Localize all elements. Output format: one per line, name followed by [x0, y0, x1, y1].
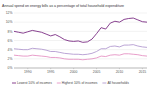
plot-area [14, 18, 147, 60]
x-tick-label: 2010 [116, 70, 124, 74]
x-tick-label: 2000 [70, 70, 78, 74]
legend-label: All households [107, 81, 129, 85]
y-tick-label: 10% [6, 20, 13, 24]
title: Annual spend on energy bills as a percen… [2, 4, 124, 8]
y-tick-label: 6% [8, 39, 13, 43]
y-tick-label: 2% [8, 57, 13, 61]
legend-label: Highest 10% of incomes [62, 81, 98, 85]
y-tick-label: 8% [8, 30, 13, 34]
y-tick-label: 0% [8, 66, 13, 70]
series-line [14, 45, 147, 55]
x-tick-label: 1990 [24, 70, 32, 74]
chart: Annual spend on energy bills as a percen… [0, 0, 150, 93]
y-tick-label: 4% [8, 48, 13, 52]
grid-line [14, 40, 147, 41]
legend-swatch [102, 83, 106, 84]
legend-swatch [12, 83, 16, 84]
series-line [14, 18, 147, 42]
grid-line [14, 49, 147, 50]
legend-label: Lowest 10% of incomes [17, 81, 52, 85]
x-tick-label: 1995 [47, 70, 55, 74]
grid-line [14, 22, 147, 23]
x-tick-label: 2015 [139, 70, 147, 74]
x-tick-label: 2005 [93, 70, 101, 74]
y-tick-label: 12% [6, 11, 13, 15]
legend-swatch [57, 83, 61, 84]
grid-line [14, 68, 147, 69]
grid-line [14, 13, 147, 14]
x-axis [14, 68, 147, 69]
